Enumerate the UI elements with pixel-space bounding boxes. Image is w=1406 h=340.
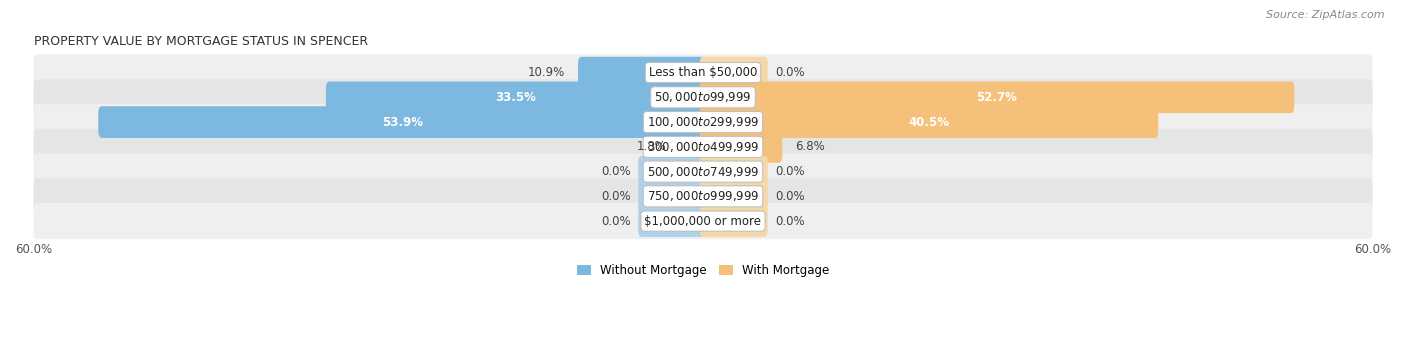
FancyBboxPatch shape [34,154,1372,190]
FancyBboxPatch shape [700,131,782,163]
Text: 0.0%: 0.0% [776,66,806,79]
FancyBboxPatch shape [98,106,706,138]
Text: 53.9%: 53.9% [382,116,423,129]
FancyBboxPatch shape [34,54,1372,91]
Text: 10.9%: 10.9% [527,66,565,79]
FancyBboxPatch shape [638,205,706,237]
FancyBboxPatch shape [34,79,1372,115]
Text: 52.7%: 52.7% [977,91,1018,104]
Text: 0.0%: 0.0% [776,190,806,203]
Text: $500,000 to $749,999: $500,000 to $749,999 [647,165,759,178]
Text: 0.0%: 0.0% [600,190,630,203]
FancyBboxPatch shape [34,178,1372,215]
Text: $100,000 to $299,999: $100,000 to $299,999 [647,115,759,129]
FancyBboxPatch shape [326,82,706,113]
FancyBboxPatch shape [679,131,706,163]
FancyBboxPatch shape [638,181,706,212]
FancyBboxPatch shape [700,205,768,237]
Text: Source: ZipAtlas.com: Source: ZipAtlas.com [1267,10,1385,20]
Text: $50,000 to $99,999: $50,000 to $99,999 [654,90,752,104]
Text: 40.5%: 40.5% [908,116,949,129]
Text: 6.8%: 6.8% [796,140,825,153]
Text: $1,000,000 or more: $1,000,000 or more [644,215,762,227]
FancyBboxPatch shape [638,156,706,187]
FancyBboxPatch shape [700,156,768,187]
Text: PROPERTY VALUE BY MORTGAGE STATUS IN SPENCER: PROPERTY VALUE BY MORTGAGE STATUS IN SPE… [34,35,368,48]
Text: Less than $50,000: Less than $50,000 [648,66,758,79]
Text: $750,000 to $999,999: $750,000 to $999,999 [647,189,759,203]
FancyBboxPatch shape [34,203,1372,239]
FancyBboxPatch shape [700,82,1295,113]
Text: 0.0%: 0.0% [776,165,806,178]
Text: 1.8%: 1.8% [637,140,666,153]
Text: 33.5%: 33.5% [496,91,537,104]
FancyBboxPatch shape [700,57,768,88]
Text: 0.0%: 0.0% [600,165,630,178]
FancyBboxPatch shape [578,57,706,88]
FancyBboxPatch shape [34,104,1372,140]
FancyBboxPatch shape [34,129,1372,165]
Text: $300,000 to $499,999: $300,000 to $499,999 [647,140,759,154]
FancyBboxPatch shape [700,181,768,212]
Text: 0.0%: 0.0% [600,215,630,227]
Text: 0.0%: 0.0% [776,215,806,227]
Legend: Without Mortgage, With Mortgage: Without Mortgage, With Mortgage [572,259,834,282]
FancyBboxPatch shape [700,106,1159,138]
